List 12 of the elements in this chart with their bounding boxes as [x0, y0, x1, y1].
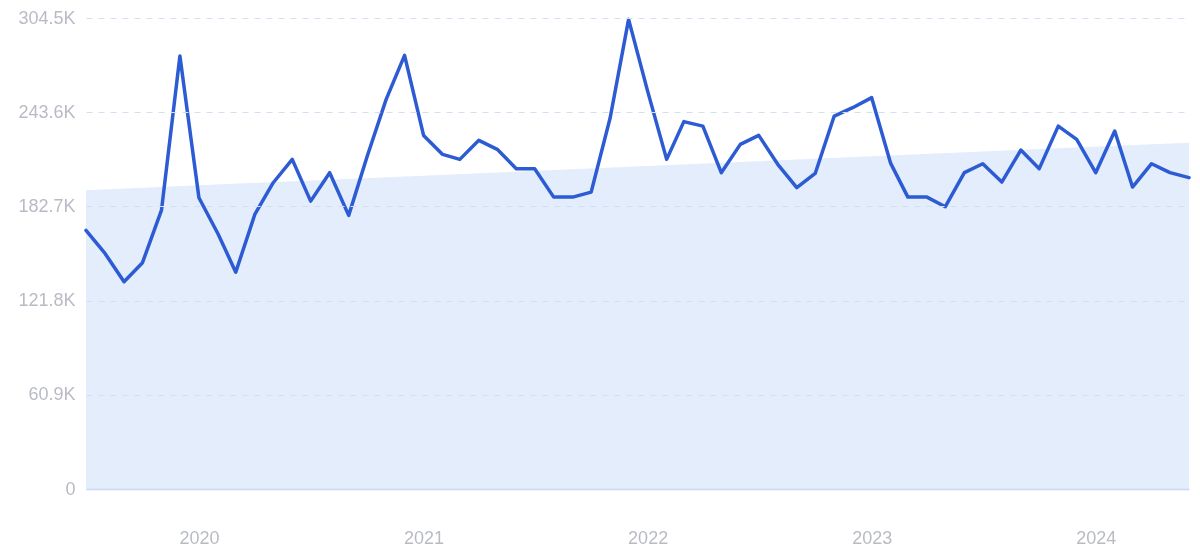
x-tick-label: 2022	[628, 527, 669, 548]
y-tick-label: 60.9K	[28, 384, 76, 405]
y-tick-label: 0	[65, 478, 76, 499]
y-tick-label: 243.6K	[18, 101, 76, 122]
y-tick-label: 121.8K	[18, 290, 76, 311]
x-tick-label: 2020	[179, 527, 220, 548]
y-tick-label: 182.7K	[18, 195, 76, 216]
y-tick-label: 304.5K	[18, 7, 76, 28]
line-series	[84, 17, 1191, 284]
x-tick-label: 2021	[404, 527, 445, 548]
x-tick-label: 2023	[852, 527, 893, 548]
x-tick-label: 2024	[1076, 527, 1117, 548]
